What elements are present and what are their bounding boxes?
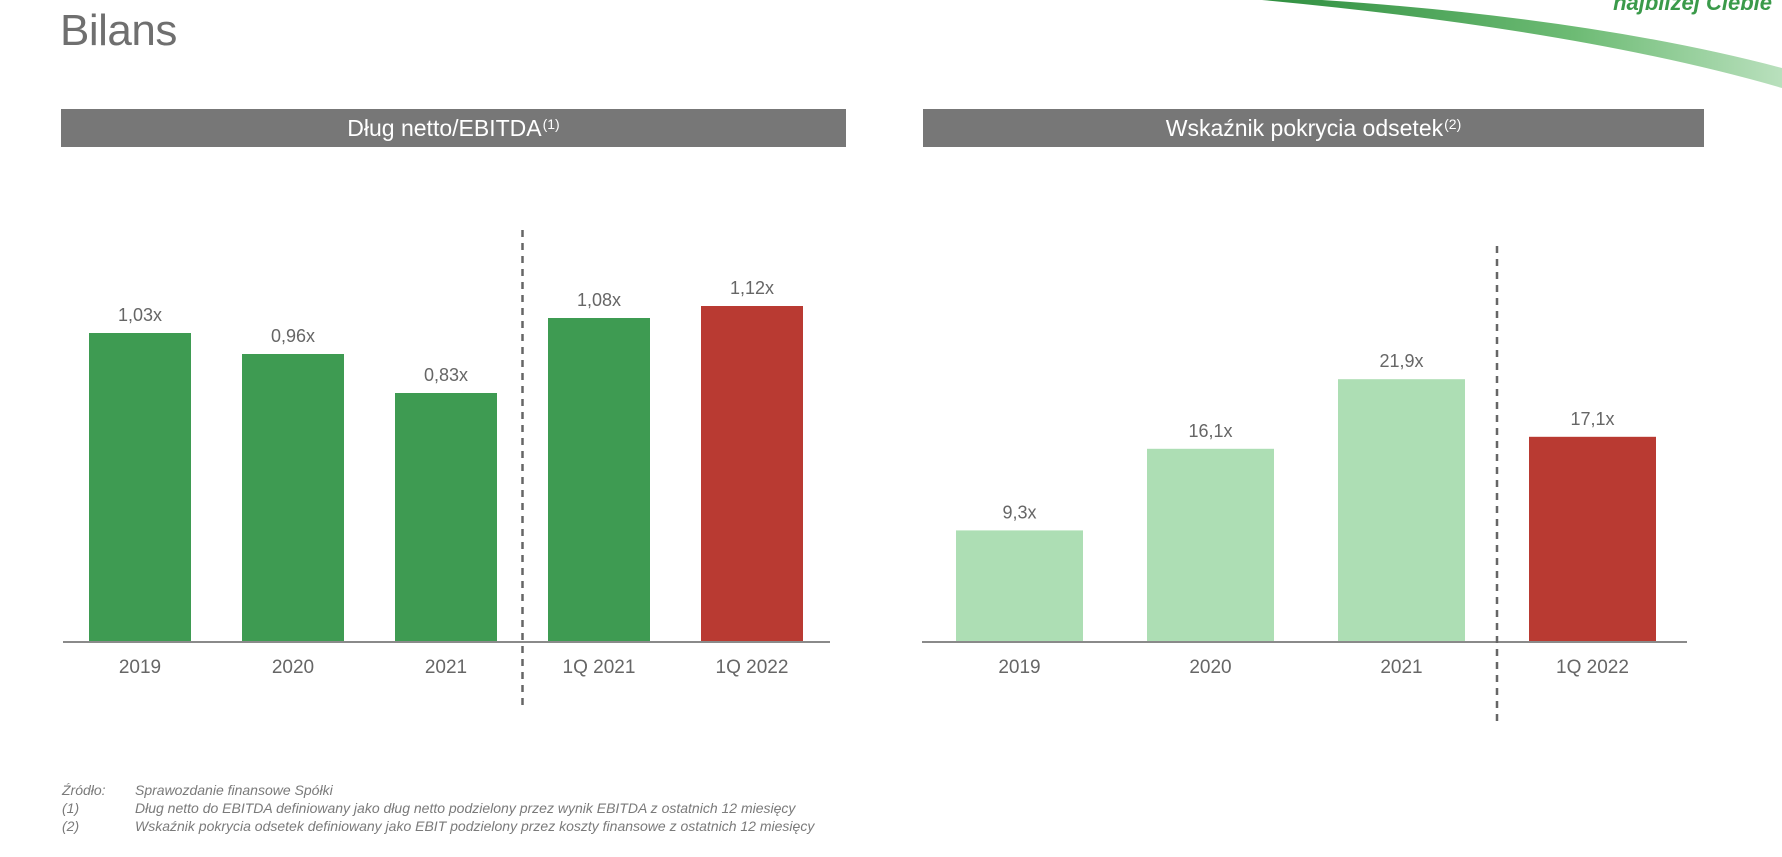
category-label: 2019 — [998, 657, 1040, 678]
category-label: 2021 — [1380, 657, 1422, 678]
bar — [395, 393, 497, 642]
data-label: 21,9x — [1379, 351, 1423, 371]
page-title: Bilans — [60, 6, 177, 55]
data-label: 17,1x — [1570, 409, 1614, 429]
footnote-source: Źródło: Sprawozdanie finansowe Spółki — [62, 781, 814, 799]
bar — [1338, 379, 1465, 642]
panel-title-note: (2) — [1444, 116, 1462, 132]
panel-title: Wskaźnik pokrycia odsetek — [1165, 114, 1444, 141]
footnote-text: Sprawozdanie finansowe Spółki — [135, 782, 333, 798]
footnote-text: Wskaźnik pokrycia odsetek definiowany ja… — [135, 818, 815, 834]
brand-tagline: najbliżej Ciebie — [1613, 0, 1772, 15]
bar — [701, 306, 803, 642]
bar — [548, 318, 650, 642]
bar — [242, 354, 344, 642]
bar — [1529, 436, 1656, 642]
panel-title-note: (1) — [542, 116, 560, 132]
footnote-key: Źródło: — [62, 782, 106, 798]
category-label: 2021 — [425, 657, 467, 678]
data-label: 0,83x — [424, 365, 468, 385]
category-label: 2019 — [119, 657, 161, 678]
category-label: 2020 — [1189, 657, 1231, 678]
category-label: 1Q 2022 — [716, 657, 789, 678]
bar — [1147, 448, 1274, 642]
bar — [956, 530, 1083, 642]
footnote-key: (2) — [62, 818, 80, 834]
footnote-text: Dług netto do EBITDA definiowany jako dł… — [135, 800, 796, 816]
bar — [89, 333, 191, 642]
category-label: 1Q 2021 — [563, 657, 636, 678]
data-label: 1,08x — [577, 290, 621, 310]
data-label: 0,96x — [271, 326, 315, 346]
panel-title: Dług netto/EBITDA — [347, 114, 542, 141]
data-label: 1,12x — [730, 278, 774, 298]
data-label: 16,1x — [1188, 421, 1232, 441]
footnote-key: (1) — [62, 800, 80, 816]
footnote-1: (1) Dług netto do EBITDA definiowany jak… — [62, 799, 814, 817]
data-label: 1,03x — [118, 305, 162, 325]
category-label: 1Q 2022 — [1556, 657, 1629, 678]
panel-header-net-debt-ebitda: Dług netto/EBITDA (1) — [61, 109, 846, 147]
category-label: 2020 — [272, 657, 314, 678]
footnote-2: (2) Wskaźnik pokrycia odsetek definiowan… — [62, 817, 814, 835]
panel-header-interest-coverage: Wskaźnik pokrycia odsetek (2) — [923, 109, 1704, 147]
footnotes: Źródło: Sprawozdanie finansowe Spółki (1… — [62, 781, 814, 835]
data-label: 9,3x — [1002, 502, 1036, 522]
